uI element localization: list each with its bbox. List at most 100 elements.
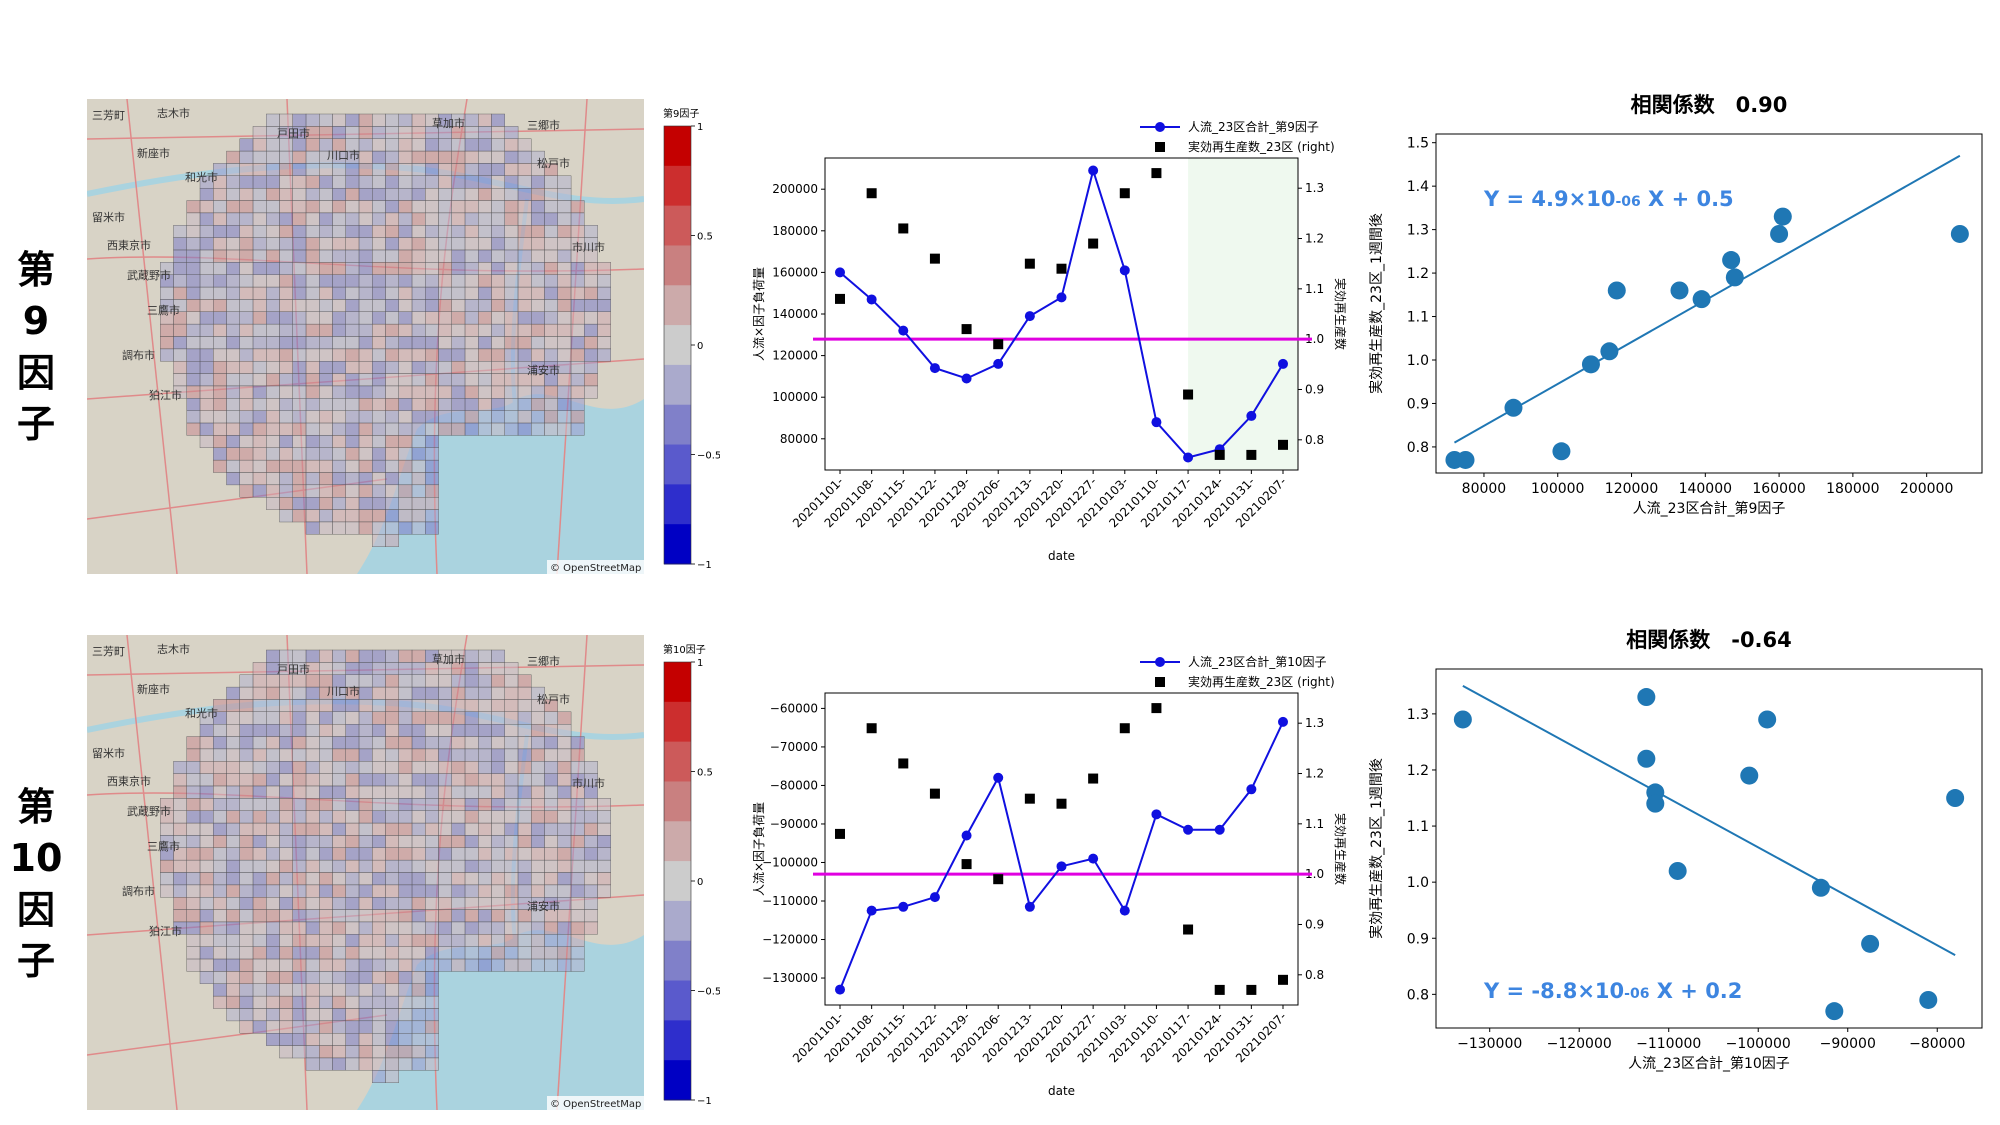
- y-tick-label: −80000: [770, 778, 818, 792]
- map-grid-cell: [319, 1008, 333, 1022]
- map-grid-cell: [478, 934, 492, 947]
- map-place-label: 浦安市: [527, 899, 560, 913]
- map-grid-cell: [504, 150, 519, 164]
- map-grid-cell: [372, 934, 386, 947]
- map-grid-cell: [319, 711, 333, 725]
- map-grid-cell: [504, 249, 519, 263]
- map-grid-cell: [186, 299, 201, 312]
- map-grid-cell: [372, 662, 386, 675]
- map-grid-cell: [305, 897, 320, 910]
- colorbar-segment: [664, 484, 691, 525]
- map-grid-cell: [557, 884, 572, 898]
- map-grid-cell: [517, 410, 532, 424]
- map-grid-cell: [517, 686, 532, 700]
- map-grid-cell: [239, 983, 254, 997]
- map-grid-cell: [292, 761, 307, 774]
- map-grid-cell: [425, 509, 439, 523]
- map-grid-cell: [332, 262, 347, 275]
- map-grid-cell: [319, 484, 333, 498]
- map-grid-cell: [199, 884, 214, 898]
- map-grid-cell: [372, 1057, 386, 1071]
- map-grid-cell: [491, 835, 506, 848]
- map-grid-cell: [292, 847, 307, 861]
- map-grid-cell: [411, 1033, 426, 1046]
- map-grid-cell: [411, 336, 426, 350]
- map-grid-cell: [199, 785, 214, 799]
- map-grid-cell: [438, 859, 453, 873]
- map-place-label: 留米市: [92, 746, 125, 760]
- map-grid-cell: [372, 686, 386, 700]
- series-point: [929, 363, 940, 374]
- scatter-point: [1722, 251, 1741, 270]
- map-grid-cell: [345, 385, 360, 399]
- map-grid-cell: [292, 323, 307, 337]
- map-grid-cell: [398, 822, 413, 836]
- map-grid-cell: [239, 847, 254, 861]
- map-grid-cell: [411, 971, 426, 984]
- map-grid-cell: [292, 946, 307, 960]
- row-label-char: 因: [16, 887, 55, 932]
- map-grid-cell: [305, 385, 320, 399]
- map-grid-cell: [345, 435, 360, 448]
- map-grid-cell: [544, 946, 559, 960]
- map-grid-cell: [292, 884, 307, 898]
- map-grid-cell: [186, 410, 201, 424]
- map-grid-cell: [186, 921, 201, 935]
- map-grid-cell: [570, 859, 585, 873]
- right-series-marker: [929, 788, 940, 799]
- map-grid-cell: [504, 810, 519, 824]
- map-grid-cell: [425, 348, 439, 362]
- y-tick-label: −130000: [762, 971, 818, 985]
- map-grid-cell: [160, 822, 174, 836]
- map-grid-cell: [305, 225, 320, 238]
- map-grid-cell: [266, 761, 280, 774]
- map-grid-cell: [199, 859, 214, 873]
- map-grid-cell: [411, 686, 426, 700]
- map-place-label: 武蔵野市: [127, 804, 171, 818]
- map-place-label: 調布市: [122, 348, 155, 362]
- map-grid-cell: [358, 237, 373, 251]
- map-grid-cell: [358, 274, 373, 288]
- map-grid-cell: [451, 286, 466, 300]
- right-series-marker: [1056, 263, 1067, 274]
- map-grid-cell: [292, 785, 307, 799]
- map-grid-cell: [173, 822, 188, 836]
- map-grid-cell: [478, 126, 492, 139]
- map-grid-cell: [372, 225, 386, 238]
- right-series-marker: [1056, 798, 1067, 809]
- map-grid-cell: [398, 872, 413, 886]
- legend-label: 人流_23区合計_第10因子: [1188, 654, 1327, 669]
- map-grid-cell: [358, 872, 373, 886]
- map-grid-cell: [213, 773, 227, 787]
- map-grid-cell: [385, 459, 400, 473]
- map-grid-cell: [411, 521, 426, 535]
- map-grid-cell: [252, 212, 267, 226]
- map-grid-cell: [425, 459, 439, 473]
- map-grid-cell: [266, 699, 280, 713]
- map-grid-cell: [292, 336, 307, 350]
- map-grid-cell: [557, 835, 572, 848]
- map-grid-cell: [332, 237, 347, 251]
- highlight-region: [1188, 158, 1298, 470]
- map-grid-cell: [411, 410, 426, 424]
- map-grid-cell: [398, 699, 413, 713]
- map-grid-cell: [425, 521, 439, 535]
- map-grid-cell: [557, 336, 572, 350]
- map-grid-cell: [173, 286, 188, 300]
- map-grid-cell: [186, 323, 201, 337]
- map-grid-cell: [557, 187, 572, 201]
- map-grid-cell: [451, 398, 466, 411]
- map-grid-cell: [438, 336, 453, 350]
- map-grid-cell: [213, 212, 227, 226]
- map-grid-cell: [464, 748, 479, 762]
- map-grid-cell: [385, 422, 400, 436]
- map-grid-cell: [425, 274, 439, 288]
- map-grid-cell: [266, 484, 280, 498]
- map-grid-cell: [372, 534, 386, 547]
- map-grid-cell: [252, 822, 267, 836]
- map-grid-cell: [411, 311, 426, 325]
- map-grid-cell: [517, 385, 532, 399]
- map-grid-cell: [398, 385, 413, 399]
- map-grid-cell: [279, 484, 294, 498]
